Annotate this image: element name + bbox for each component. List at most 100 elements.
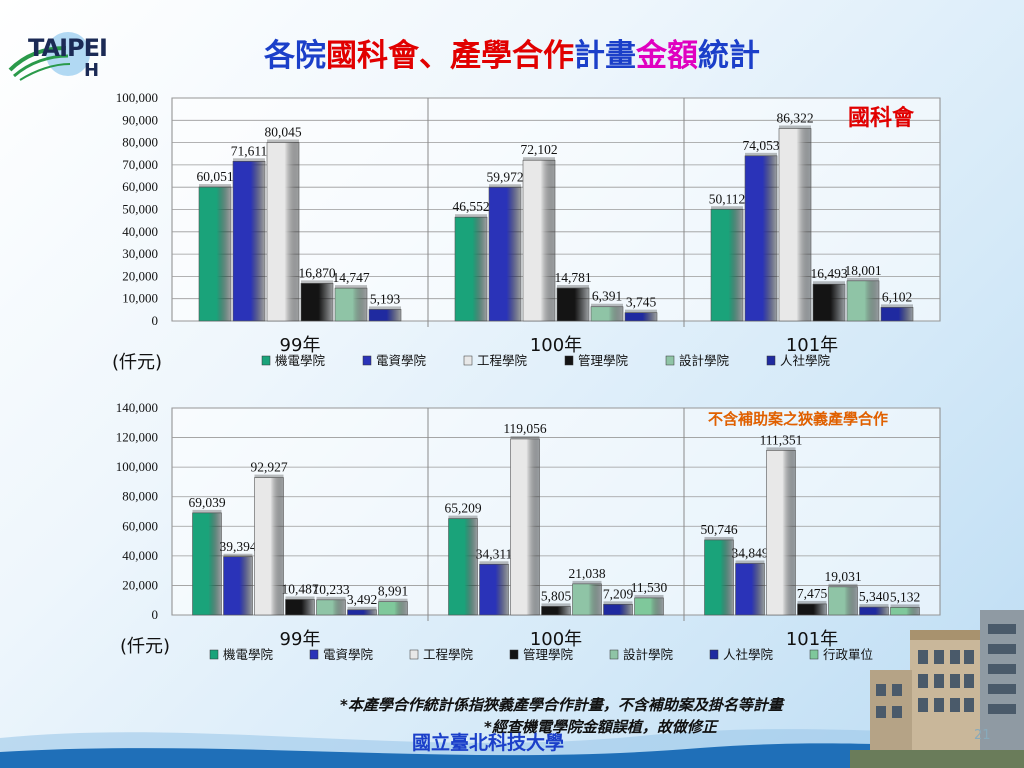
bar-top-shade [455, 214, 487, 218]
logo-text: TAIPEI [28, 34, 108, 62]
y-tick-label: 50,000 [122, 202, 158, 217]
bar-top-shade [254, 474, 284, 478]
bar [368, 309, 402, 322]
y-tick-label: 20,000 [122, 577, 158, 592]
legend-label: 工程學院 [423, 647, 474, 662]
bar [766, 450, 796, 616]
bar [710, 208, 744, 322]
legend-swatch [362, 355, 372, 366]
data-label: 59,972 [486, 169, 523, 184]
data-label: 46,552 [452, 199, 489, 214]
data-label: 6,102 [882, 289, 912, 304]
data-label: 10,233 [312, 582, 349, 597]
legend-label: 機電學院 [275, 353, 326, 368]
bar [488, 186, 522, 322]
data-label: 11,530 [631, 580, 668, 595]
legend-swatch [564, 355, 574, 366]
legend-swatch [709, 649, 719, 660]
bar [198, 186, 232, 322]
data-label: 119,056 [503, 421, 547, 436]
bar-top-shade [625, 309, 657, 313]
bar [378, 601, 408, 616]
legend-swatch [809, 649, 819, 660]
bar-top-shade [523, 157, 555, 161]
legend-swatch [463, 355, 473, 366]
bar [778, 128, 812, 322]
chart-2-unit: (仟元) [120, 636, 171, 657]
legend-swatch [309, 649, 319, 660]
bar [454, 216, 488, 322]
bar-top-shade [735, 560, 765, 564]
bar [797, 603, 827, 616]
y-tick-label: 0 [152, 607, 159, 622]
data-label: 6,391 [592, 289, 622, 304]
title-part: 各院 [264, 38, 326, 74]
y-tick-label: 10,000 [122, 291, 158, 306]
school-logo: TAIPEI H [6, 14, 126, 84]
data-label: 16,870 [298, 265, 335, 280]
data-label: 7,475 [797, 586, 828, 601]
data-label: 5,340 [859, 589, 890, 604]
bar-top-shade [859, 604, 889, 608]
chart-1-annotation: 國科會 [848, 106, 915, 131]
y-tick-label: 100,000 [116, 459, 158, 474]
legend-label: 電資學院 [323, 647, 374, 662]
data-label: 16,493 [810, 266, 847, 281]
bar-top-shade [369, 306, 401, 310]
data-label: 19,031 [824, 569, 861, 584]
bar-top-shade [267, 139, 299, 143]
title-part: 產學合作 [450, 38, 574, 74]
title-part: 金額 [636, 38, 698, 74]
title-part: 國科會 [326, 38, 419, 74]
legend-label: 人社學院 [780, 353, 831, 368]
chart-2-annotation: 不含補助案之狹義產學合作 [708, 410, 889, 428]
bar-top-shade [557, 285, 589, 289]
data-label: 8,991 [378, 584, 408, 599]
title-part: 、 [419, 38, 450, 74]
y-tick-label: 40,000 [122, 548, 158, 563]
y-tick-label: 30,000 [122, 246, 158, 261]
bar-top-shade [704, 536, 734, 540]
bar [541, 606, 571, 616]
data-label: 92,927 [250, 460, 287, 475]
bar-top-shade [603, 601, 633, 605]
legend-label: 人社學院 [723, 647, 774, 662]
x-tick-label: 100年 [530, 335, 582, 356]
bar-top-shade [448, 515, 478, 519]
bar [572, 583, 602, 616]
legend-label: 設計學院 [679, 353, 730, 368]
y-tick-label: 80,000 [122, 135, 158, 150]
data-label: 7,209 [603, 586, 634, 601]
bar-top-shade [489, 184, 521, 188]
bar-top-shade [192, 509, 222, 513]
y-tick-label: 120,000 [116, 430, 158, 445]
legend-label: 管理學院 [523, 647, 574, 662]
legend-label: 設計學院 [623, 647, 674, 662]
bar-top-shade [510, 435, 540, 439]
legend-swatch [766, 355, 776, 366]
chart-1: 0 10,000 20,000 30,000 40,000 50,000 60,000 70,… [116, 90, 941, 368]
legend-swatch [261, 355, 271, 366]
bar [285, 599, 315, 616]
bar [704, 539, 734, 616]
data-label: 10,487 [281, 581, 318, 596]
data-label: 86,322 [776, 111, 813, 126]
bar [590, 306, 624, 322]
bar-top-shade [541, 603, 571, 607]
plot-area [171, 407, 941, 616]
y-tick-label: 0 [152, 313, 159, 328]
data-label: 111,351 [760, 432, 803, 447]
bar-top-shade [745, 152, 777, 156]
bar-top-shade [711, 206, 743, 210]
bar [556, 287, 590, 322]
bar [828, 586, 858, 616]
bar [347, 609, 377, 616]
bar [300, 283, 334, 322]
bar [254, 477, 284, 616]
data-label: 72,102 [520, 142, 557, 157]
bar-top-shade [479, 561, 509, 565]
bar-top-shade [285, 596, 315, 600]
data-label: 80,045 [264, 124, 301, 139]
data-label: 3,745 [626, 295, 657, 310]
